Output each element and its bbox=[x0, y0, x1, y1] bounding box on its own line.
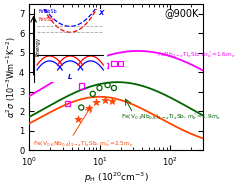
Point bbox=[119, 62, 123, 65]
Text: FeNb$_{1-x}$Ti$_x$Sb, $m_b^*$=1.6$m_e$: FeNb$_{1-x}$Ti$_x$Sb, $m_b^*$=1.6$m_e$ bbox=[157, 49, 235, 60]
Point bbox=[79, 84, 83, 88]
Point bbox=[110, 99, 114, 102]
Point bbox=[103, 64, 107, 67]
Point bbox=[91, 92, 95, 95]
Point bbox=[112, 87, 116, 90]
X-axis label: $p_{\rm H}$ (10$^{20}$cm$^{-3}$): $p_{\rm H}$ (10$^{20}$cm$^{-3}$) bbox=[84, 170, 149, 185]
Point bbox=[94, 100, 98, 103]
Text: Fe(V$_{0.2}$Nb$_{0.8}$)$_{1-x}$Ti$_x$Sb, $m_b^*$=1.9$m_e$: Fe(V$_{0.2}$Nb$_{0.8}$)$_{1-x}$Ti$_x$Sb,… bbox=[121, 111, 221, 122]
Point bbox=[66, 102, 69, 105]
Point bbox=[103, 98, 107, 101]
Point bbox=[112, 62, 116, 65]
Point bbox=[98, 87, 101, 90]
Point bbox=[106, 84, 109, 87]
Point bbox=[93, 75, 96, 78]
Point bbox=[77, 118, 80, 121]
Text: Fe(V$_{0.6}$Nb$_{0.4}$)$_{1-x}$Ti$_x$Sb, $m_b^*$=2.5$m_e$: Fe(V$_{0.6}$Nb$_{0.4}$)$_{1-x}$Ti$_x$Sb,… bbox=[33, 138, 134, 149]
Point bbox=[87, 106, 91, 109]
Text: @900K: @900K bbox=[164, 9, 198, 19]
Point bbox=[79, 106, 83, 109]
Y-axis label: $\alpha^2\sigma$ (10$^{-3}$Wm$^{-1}$K$^{-2}$): $\alpha^2\sigma$ (10$^{-3}$Wm$^{-1}$K$^{… bbox=[4, 36, 18, 118]
